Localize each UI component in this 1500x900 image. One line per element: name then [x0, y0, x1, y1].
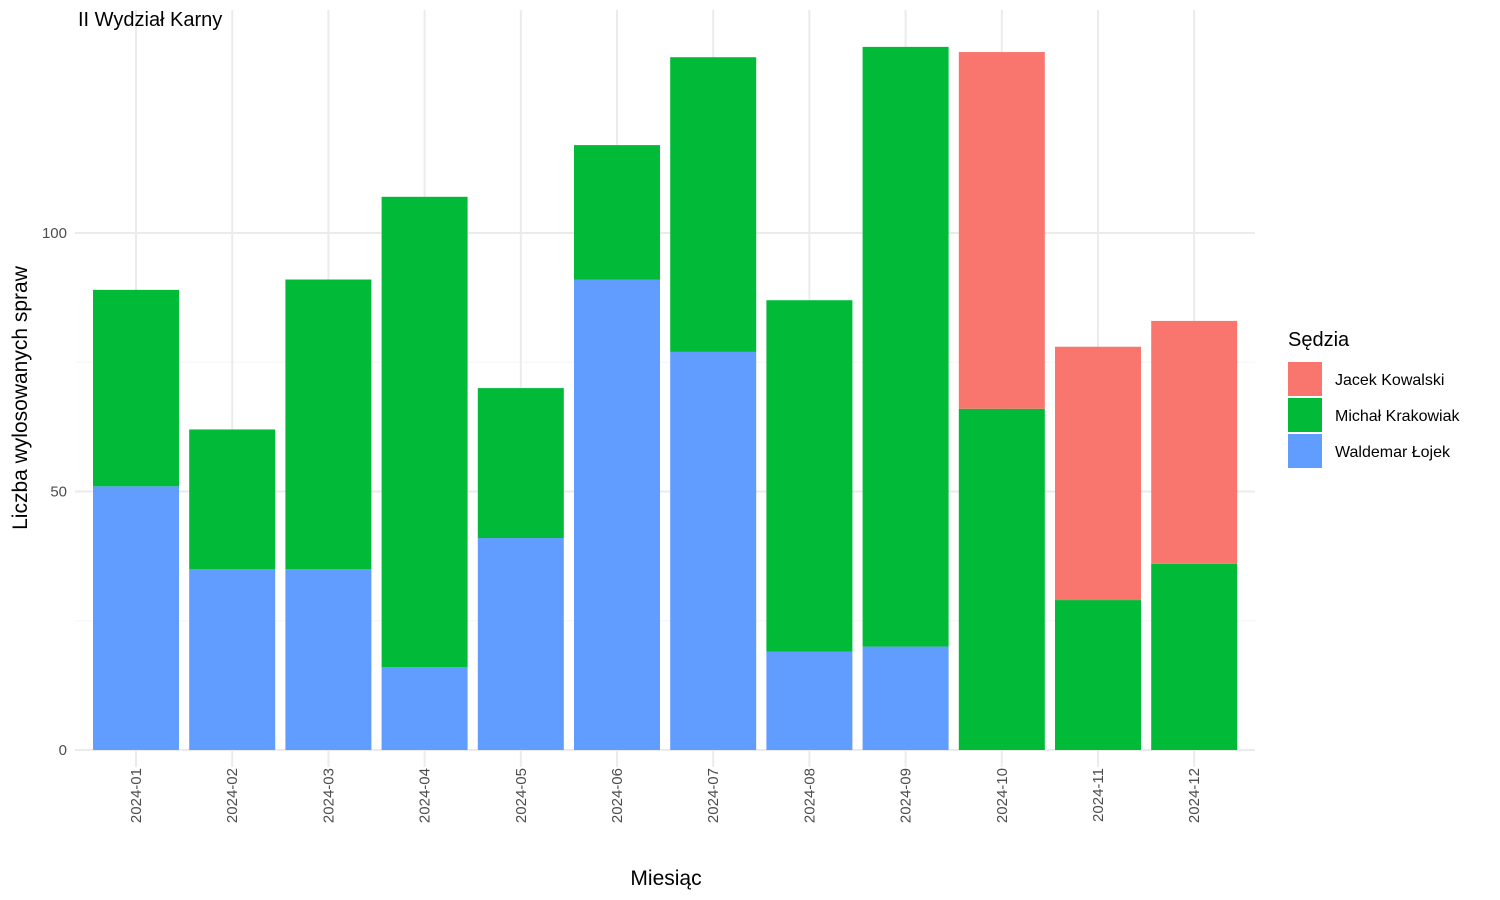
- x-tick-label: 2024-01: [128, 768, 145, 823]
- legend-label: Michał Krakowiak: [1335, 408, 1460, 425]
- x-tick-label: 2024-04: [417, 768, 434, 823]
- legend-key: [1288, 362, 1322, 396]
- x-tick-label: 2024-02: [224, 768, 241, 823]
- x-tick-label: 2024-12: [1186, 768, 1203, 823]
- bar-segment: [477, 538, 564, 750]
- x-tick-label: 2024-07: [705, 768, 722, 823]
- bar-segment: [670, 57, 757, 352]
- x-tick-label: 2024-09: [898, 768, 915, 823]
- y-tick-label: 50: [50, 484, 67, 501]
- legend-title: Sędzia: [1288, 329, 1350, 351]
- bar-segment: [1055, 600, 1141, 750]
- bar-segment: [574, 279, 660, 750]
- legend-label: Jacek Kowalski: [1335, 372, 1444, 389]
- x-tick-label: 2024-05: [513, 768, 530, 823]
- x-tick-label: 2024-08: [801, 768, 818, 823]
- y-axis-title: Liczba wylosowanych spraw: [9, 265, 32, 530]
- x-tick-label: 2024-11: [1090, 768, 1107, 822]
- bar-segment: [477, 388, 564, 539]
- bar-segment: [766, 651, 853, 750]
- legend-key: [1288, 434, 1322, 468]
- bar-segment: [958, 52, 1045, 409]
- y-tick-label: 0: [59, 742, 67, 759]
- bar-segment: [381, 667, 468, 750]
- x-axis-ticks: 2024-01 2024-02 2024-03 2024-04 2024-05 2024-…: [128, 768, 1203, 823]
- bar-segment: [1055, 346, 1141, 601]
- bar-segment: [285, 279, 372, 570]
- bar-segment: [862, 646, 949, 750]
- y-tick-label: 100: [42, 225, 67, 242]
- bar-segment: [766, 300, 853, 652]
- y-axis-ticks: 0 50 100: [42, 225, 67, 759]
- bar-segment: [93, 486, 179, 750]
- legend-label: Waldemar Łojek: [1335, 444, 1451, 461]
- bar-segment: [189, 429, 276, 570]
- x-tick-label: 2024-06: [609, 768, 626, 823]
- bar-segment: [958, 408, 1045, 750]
- bar-segment: [862, 46, 949, 647]
- x-tick-label: 2024-03: [320, 768, 337, 823]
- bar-segment: [1151, 320, 1238, 564]
- legend: Sędzia Jacek Kowalski Michał Krakowiak Wal…: [1288, 329, 1460, 468]
- bar-segment: [381, 196, 468, 668]
- bar-segment: [189, 569, 276, 750]
- chart-title: II Wydział Karny: [78, 9, 222, 31]
- bar-segment: [574, 145, 660, 280]
- bar-segment: [285, 569, 372, 750]
- bar-segment: [1151, 563, 1238, 750]
- legend-items: Jacek Kowalski Michał Krakowiak Waldemar Ł…: [1288, 362, 1460, 468]
- bars: [93, 46, 1238, 750]
- x-tick-label: 2024-10: [994, 768, 1011, 823]
- x-axis-title: Miesiąc: [630, 867, 701, 890]
- bar-segment: [93, 289, 179, 487]
- legend-key: [1288, 398, 1322, 432]
- bar-segment: [670, 351, 757, 750]
